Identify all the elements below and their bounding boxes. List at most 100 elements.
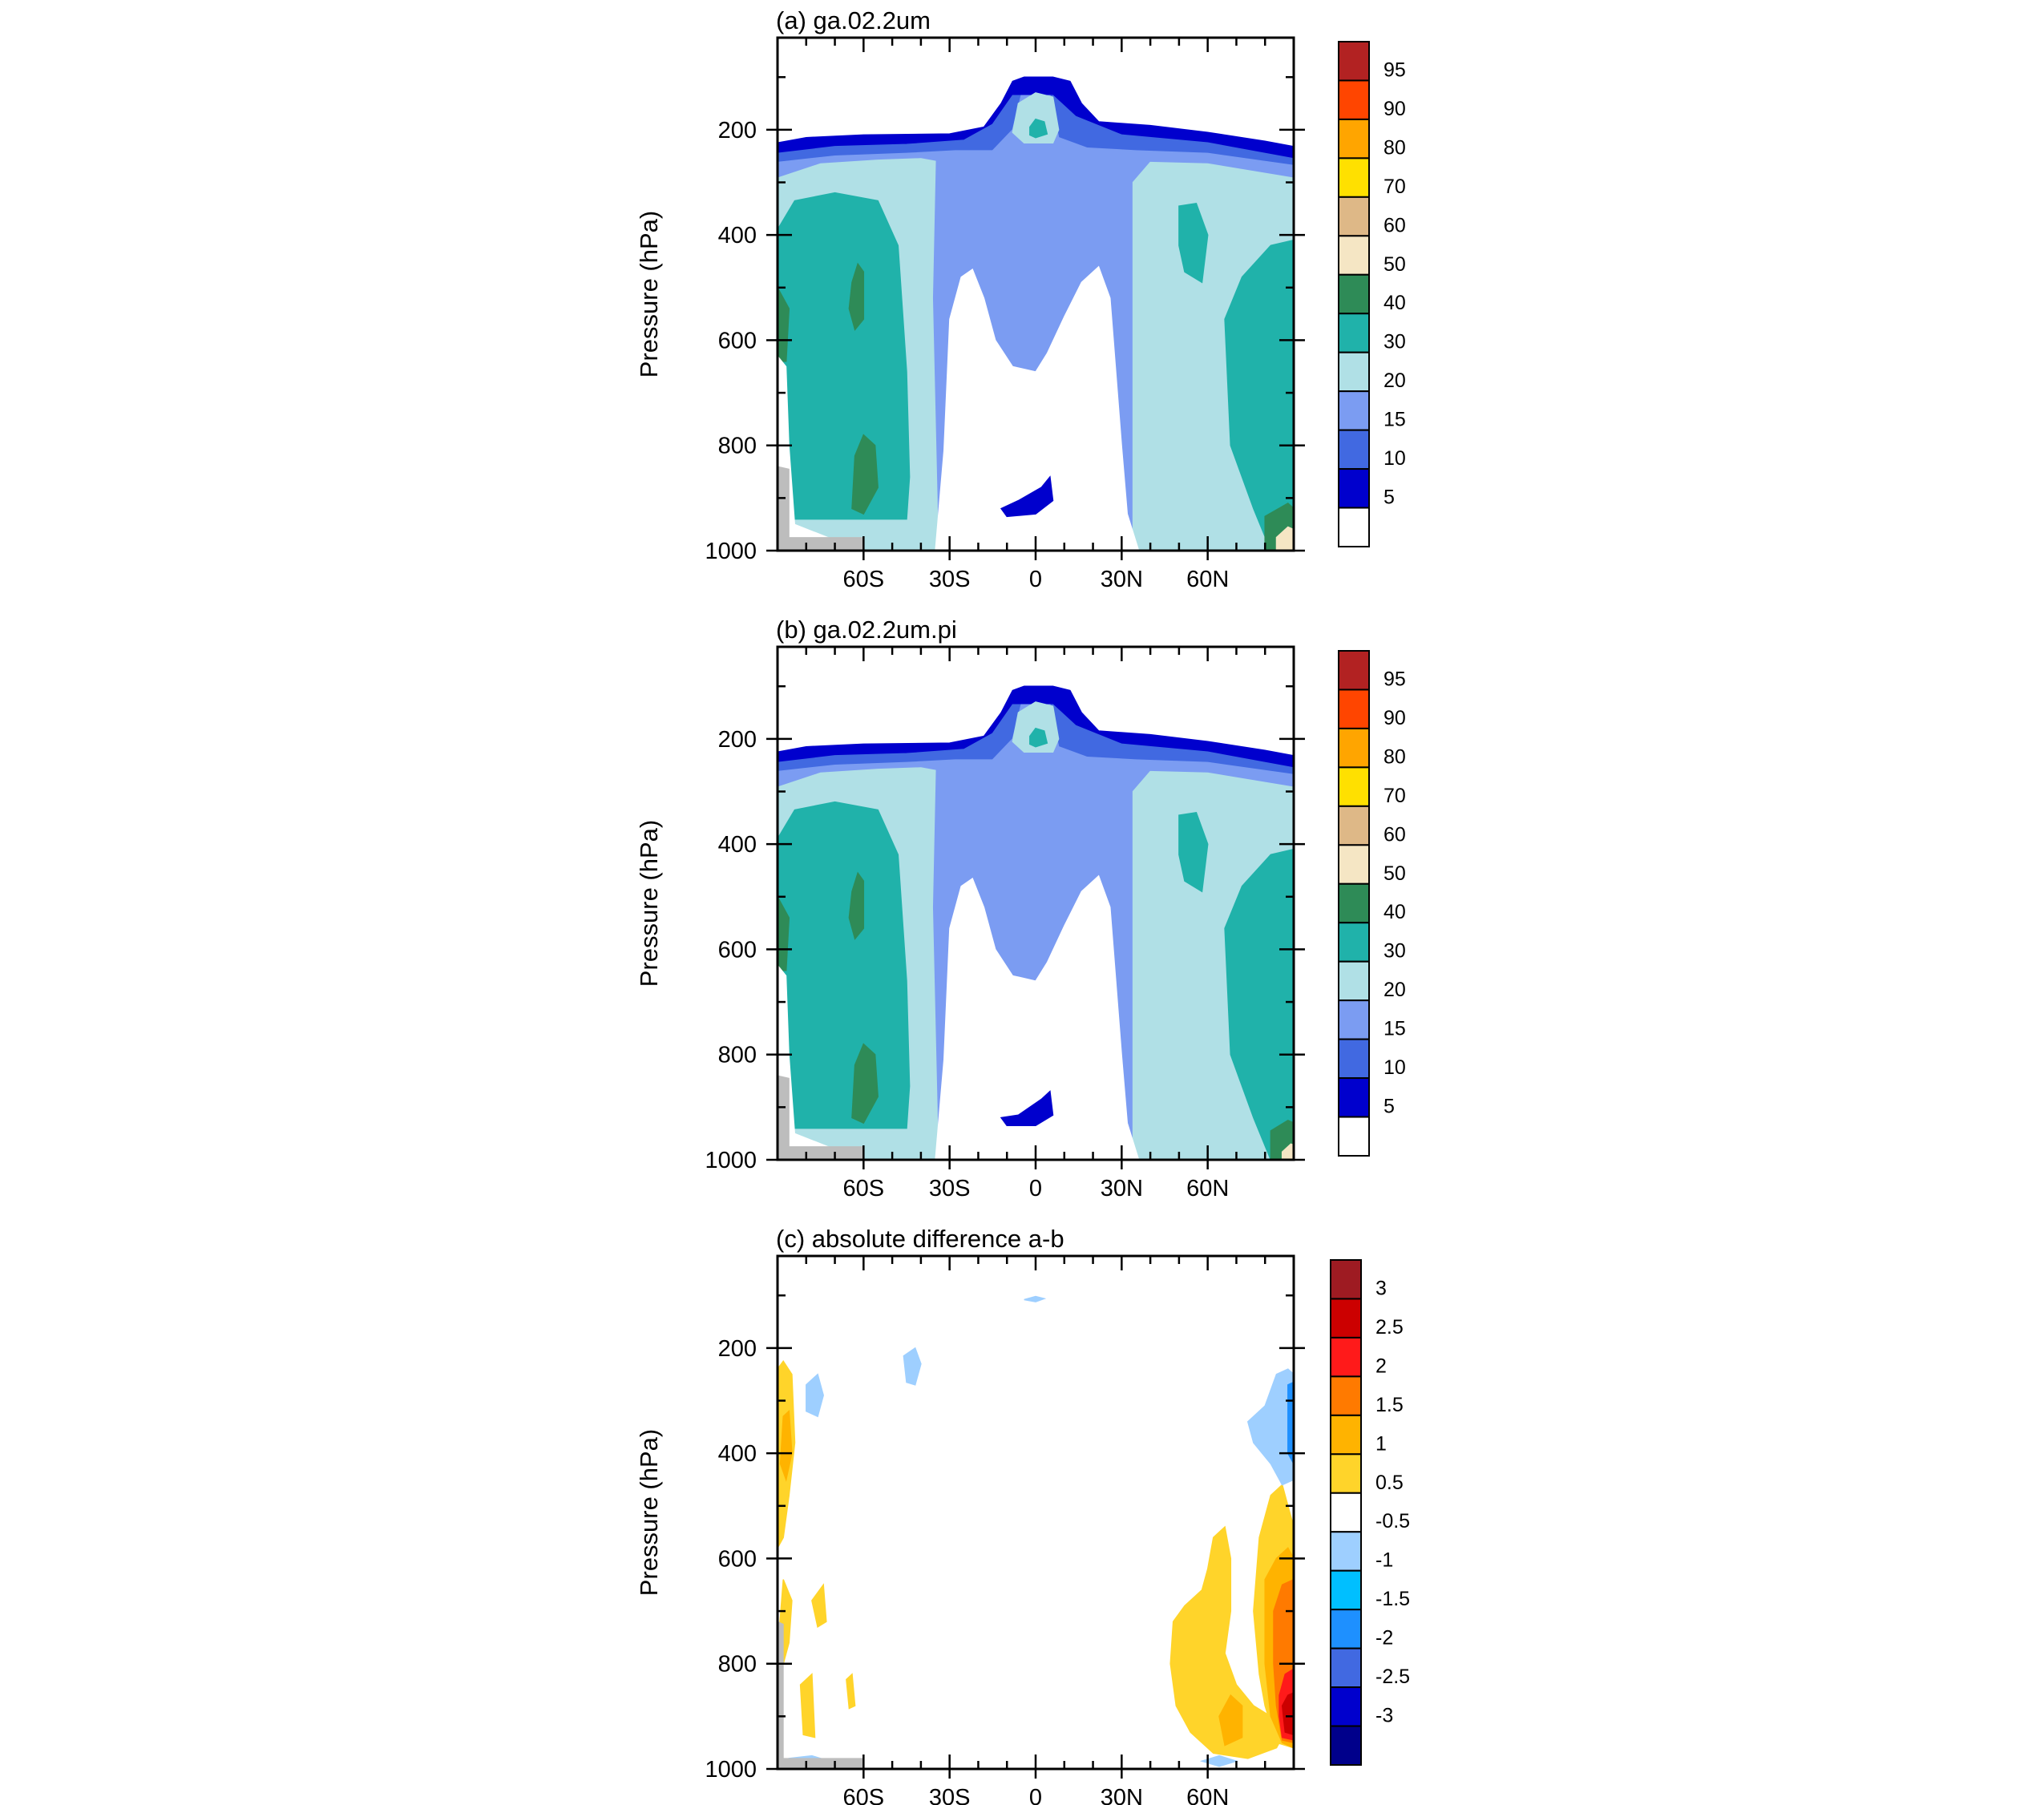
contour-band (778, 896, 790, 971)
y-tick-label: 600 (718, 328, 757, 353)
colorbar-box (1338, 157, 1370, 198)
colorbar-label: 70 (1384, 176, 1406, 198)
colorbar-box (1330, 1686, 1362, 1727)
contour-band (1281, 1691, 1294, 1736)
contour-field (778, 38, 1294, 551)
contour-band (1024, 1295, 1047, 1302)
colorbar-label: 60 (1384, 823, 1406, 846)
y-tick-label: 1000 (705, 1148, 757, 1173)
colorbar-box (1338, 429, 1370, 470)
y-tick-label: 600 (718, 937, 757, 963)
colorbar-label: 30 (1384, 331, 1406, 353)
colorbar-box (1338, 313, 1370, 353)
colorbar-label: 1.5 (1375, 1394, 1404, 1416)
x-tick-label: 30S (929, 1176, 971, 1201)
low-value-region (935, 874, 1140, 1160)
panel-c: 200 400 600 800 1000 60S 30S 0 30N 60N (c) absolut… (635, 1225, 1410, 1805)
x-tick-label: 30N (1101, 1785, 1143, 1805)
colorbar-label: 90 (1384, 98, 1406, 120)
colorbar-box (1330, 1298, 1362, 1339)
colorbar-label: 30 (1384, 940, 1406, 963)
colorbar-box (1330, 1375, 1362, 1416)
x-tick-label: 0 (1029, 1785, 1042, 1805)
colorbar-box (1338, 118, 1370, 160)
y-tick-label: 400 (718, 832, 757, 858)
colorbar-box (1338, 727, 1370, 769)
colorbar-label: 0.5 (1375, 1472, 1404, 1494)
colorbar-label: 80 (1384, 136, 1406, 159)
colorbar-label: 60 (1384, 214, 1406, 236)
colorbar-label: 20 (1384, 979, 1406, 1001)
contour-band (1287, 1381, 1294, 1464)
colorbar-label: -0.5 (1375, 1510, 1410, 1532)
colorbar-box (1338, 196, 1370, 237)
colorbar-label: 2.5 (1375, 1316, 1404, 1339)
colorbar-box (1330, 1336, 1362, 1378)
colorbar-box (1330, 1725, 1362, 1767)
x-tick-label: 0 (1029, 567, 1042, 592)
contour-band (1178, 202, 1209, 284)
y-axis-label: Pressure (hPa) (635, 1429, 663, 1596)
colorbar-label: -1 (1375, 1549, 1393, 1572)
contour-band (806, 1373, 824, 1418)
contour-field (778, 647, 1294, 1160)
x-tick-label: 0 (1029, 1176, 1042, 1201)
colorbar-label: -2 (1375, 1627, 1393, 1650)
colorbar-label: 3 (1375, 1277, 1387, 1299)
colorbar-box (1338, 235, 1370, 276)
colorbar: 95 90 80 70 60 50 40 30 20 15 10 5 (1338, 41, 1406, 547)
colorbar-label: 15 (1384, 409, 1406, 431)
contour-band (1246, 1368, 1294, 1486)
colorbar-label: 5 (1384, 487, 1395, 509)
contour-band (1012, 92, 1060, 144)
contour-band (778, 801, 911, 1129)
colorbar-box (1338, 688, 1370, 729)
panel-b: 200 400 600 800 1000 60S 30S 0 30N 60N (b) ga.02.2… (635, 616, 1406, 1201)
contour-band (851, 434, 879, 515)
contour-band (1218, 1694, 1243, 1746)
colorbar-label: 50 (1384, 862, 1406, 885)
missing-data-region (778, 1621, 864, 1769)
y-tick-label: 800 (718, 1043, 757, 1068)
colorbar-box (1330, 1492, 1362, 1533)
x-tick-label: 60S (843, 1176, 885, 1201)
contour-band (1000, 475, 1054, 518)
contour-band (1169, 1525, 1283, 1759)
colorbar-label: 80 (1384, 745, 1406, 768)
missing-data-region (778, 466, 864, 551)
y-tick-label: 200 (718, 1336, 757, 1362)
colorbar-box (1338, 1038, 1370, 1080)
contour-band (1029, 118, 1048, 139)
colorbar-label: 70 (1384, 785, 1406, 807)
colorbar-label: 5 (1384, 1096, 1395, 1118)
colorbar-box (1330, 1609, 1362, 1650)
colorbar-box (1338, 41, 1370, 82)
x-tick-label: 60S (843, 1785, 885, 1805)
colorbar-label: 40 (1384, 292, 1406, 314)
contour-band (811, 1583, 827, 1628)
colorbar-box (1330, 1414, 1362, 1456)
colorbar-label: 10 (1384, 447, 1406, 470)
contour-band (903, 1347, 922, 1386)
colorbar-label: 10 (1384, 1056, 1406, 1079)
colorbar-box (1338, 922, 1370, 963)
colorbar-label: 20 (1384, 369, 1406, 392)
x-tick-label: 30S (929, 1785, 971, 1805)
y-axis-label: Pressure (hPa) (635, 820, 663, 987)
contour-band (851, 1043, 879, 1125)
colorbar-box (1330, 1531, 1362, 1572)
colorbar-box (1338, 805, 1370, 846)
y-tick-label: 200 (718, 118, 757, 143)
x-tick-label: 30N (1101, 567, 1143, 592)
missing-data-region (778, 1075, 864, 1160)
colorbar-label: -3 (1375, 1705, 1393, 1727)
contour-band (778, 287, 790, 362)
contour-band (779, 1409, 793, 1482)
colorbar-box (1338, 468, 1370, 509)
y-tick-label: 600 (718, 1546, 757, 1572)
contour-band (799, 1673, 816, 1738)
colorbar-box (1338, 766, 1370, 807)
x-tick-label: 60N (1186, 567, 1229, 592)
colorbar-box (1330, 1647, 1362, 1689)
x-tick-label: 30N (1101, 1176, 1143, 1201)
